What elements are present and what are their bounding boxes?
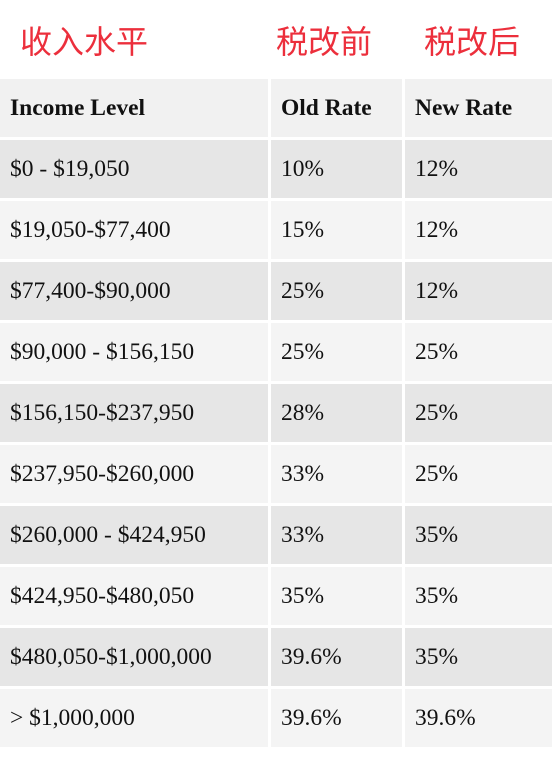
new-rate-cell: 25% xyxy=(405,445,552,503)
income-level-cell: $156,150-$237,950 xyxy=(0,384,268,442)
income-level-cell: $90,000 - $156,150 xyxy=(0,323,268,381)
old-rate-cell: 39.6% xyxy=(271,628,402,686)
header-income-level: Income Level xyxy=(0,79,268,137)
table-row: $156,150-$237,950 28% 25% xyxy=(0,384,552,442)
table-row: $424,950-$480,050 35% 35% xyxy=(0,567,552,625)
new-rate-cell: 12% xyxy=(405,201,552,259)
new-rate-cell: 25% xyxy=(405,323,552,381)
table-row: $19,050-$77,400 15% 12% xyxy=(0,201,552,259)
table-row: $237,950-$260,000 33% 25% xyxy=(0,445,552,503)
income-level-cell: $77,400-$90,000 xyxy=(0,262,268,320)
old-rate-cell: 33% xyxy=(271,506,402,564)
table-header-row: Income Level Old Rate New Rate xyxy=(0,79,552,137)
new-rate-cell: 35% xyxy=(405,628,552,686)
new-rate-cell: 39.6% xyxy=(405,689,552,747)
table-row: $77,400-$90,000 25% 12% xyxy=(0,262,552,320)
header-old-rate: Old Rate xyxy=(271,79,402,137)
old-rate-cell: 25% xyxy=(271,323,402,381)
table-row: $480,050-$1,000,000 39.6% 35% xyxy=(0,628,552,686)
new-rate-cell: 12% xyxy=(405,140,552,198)
annotation-income-level: 收入水平 xyxy=(20,23,149,61)
header-new-rate: New Rate xyxy=(405,79,552,137)
table-row: $90,000 - $156,150 25% 25% xyxy=(0,323,552,381)
old-rate-cell: 35% xyxy=(271,567,402,625)
old-rate-cell: 33% xyxy=(271,445,402,503)
income-level-cell: $260,000 - $424,950 xyxy=(0,506,268,564)
income-level-cell: $424,950-$480,050 xyxy=(0,567,268,625)
income-level-cell: $237,950-$260,000 xyxy=(0,445,268,503)
annotation-before-tax-change: 税改前 xyxy=(276,23,373,61)
new-rate-cell: 35% xyxy=(405,567,552,625)
income-level-cell: > $1,000,000 xyxy=(0,689,268,747)
income-level-cell: $480,050-$1,000,000 xyxy=(0,628,268,686)
old-rate-cell: 39.6% xyxy=(271,689,402,747)
table-row: $260,000 - $424,950 33% 35% xyxy=(0,506,552,564)
income-level-cell: $0 - $19,050 xyxy=(0,140,268,198)
tax-rate-table: Income Level Old Rate New Rate $0 - $19,… xyxy=(0,76,552,750)
old-rate-cell: 15% xyxy=(271,201,402,259)
old-rate-cell: 10% xyxy=(271,140,402,198)
old-rate-cell: 25% xyxy=(271,262,402,320)
new-rate-cell: 35% xyxy=(405,506,552,564)
table-row: > $1,000,000 39.6% 39.6% xyxy=(0,689,552,747)
table-row: $0 - $19,050 10% 12% xyxy=(0,140,552,198)
old-rate-cell: 28% xyxy=(271,384,402,442)
income-level-cell: $19,050-$77,400 xyxy=(0,201,268,259)
new-rate-cell: 25% xyxy=(405,384,552,442)
new-rate-cell: 12% xyxy=(405,262,552,320)
annotation-after-tax-change: 税改后 xyxy=(424,23,521,61)
